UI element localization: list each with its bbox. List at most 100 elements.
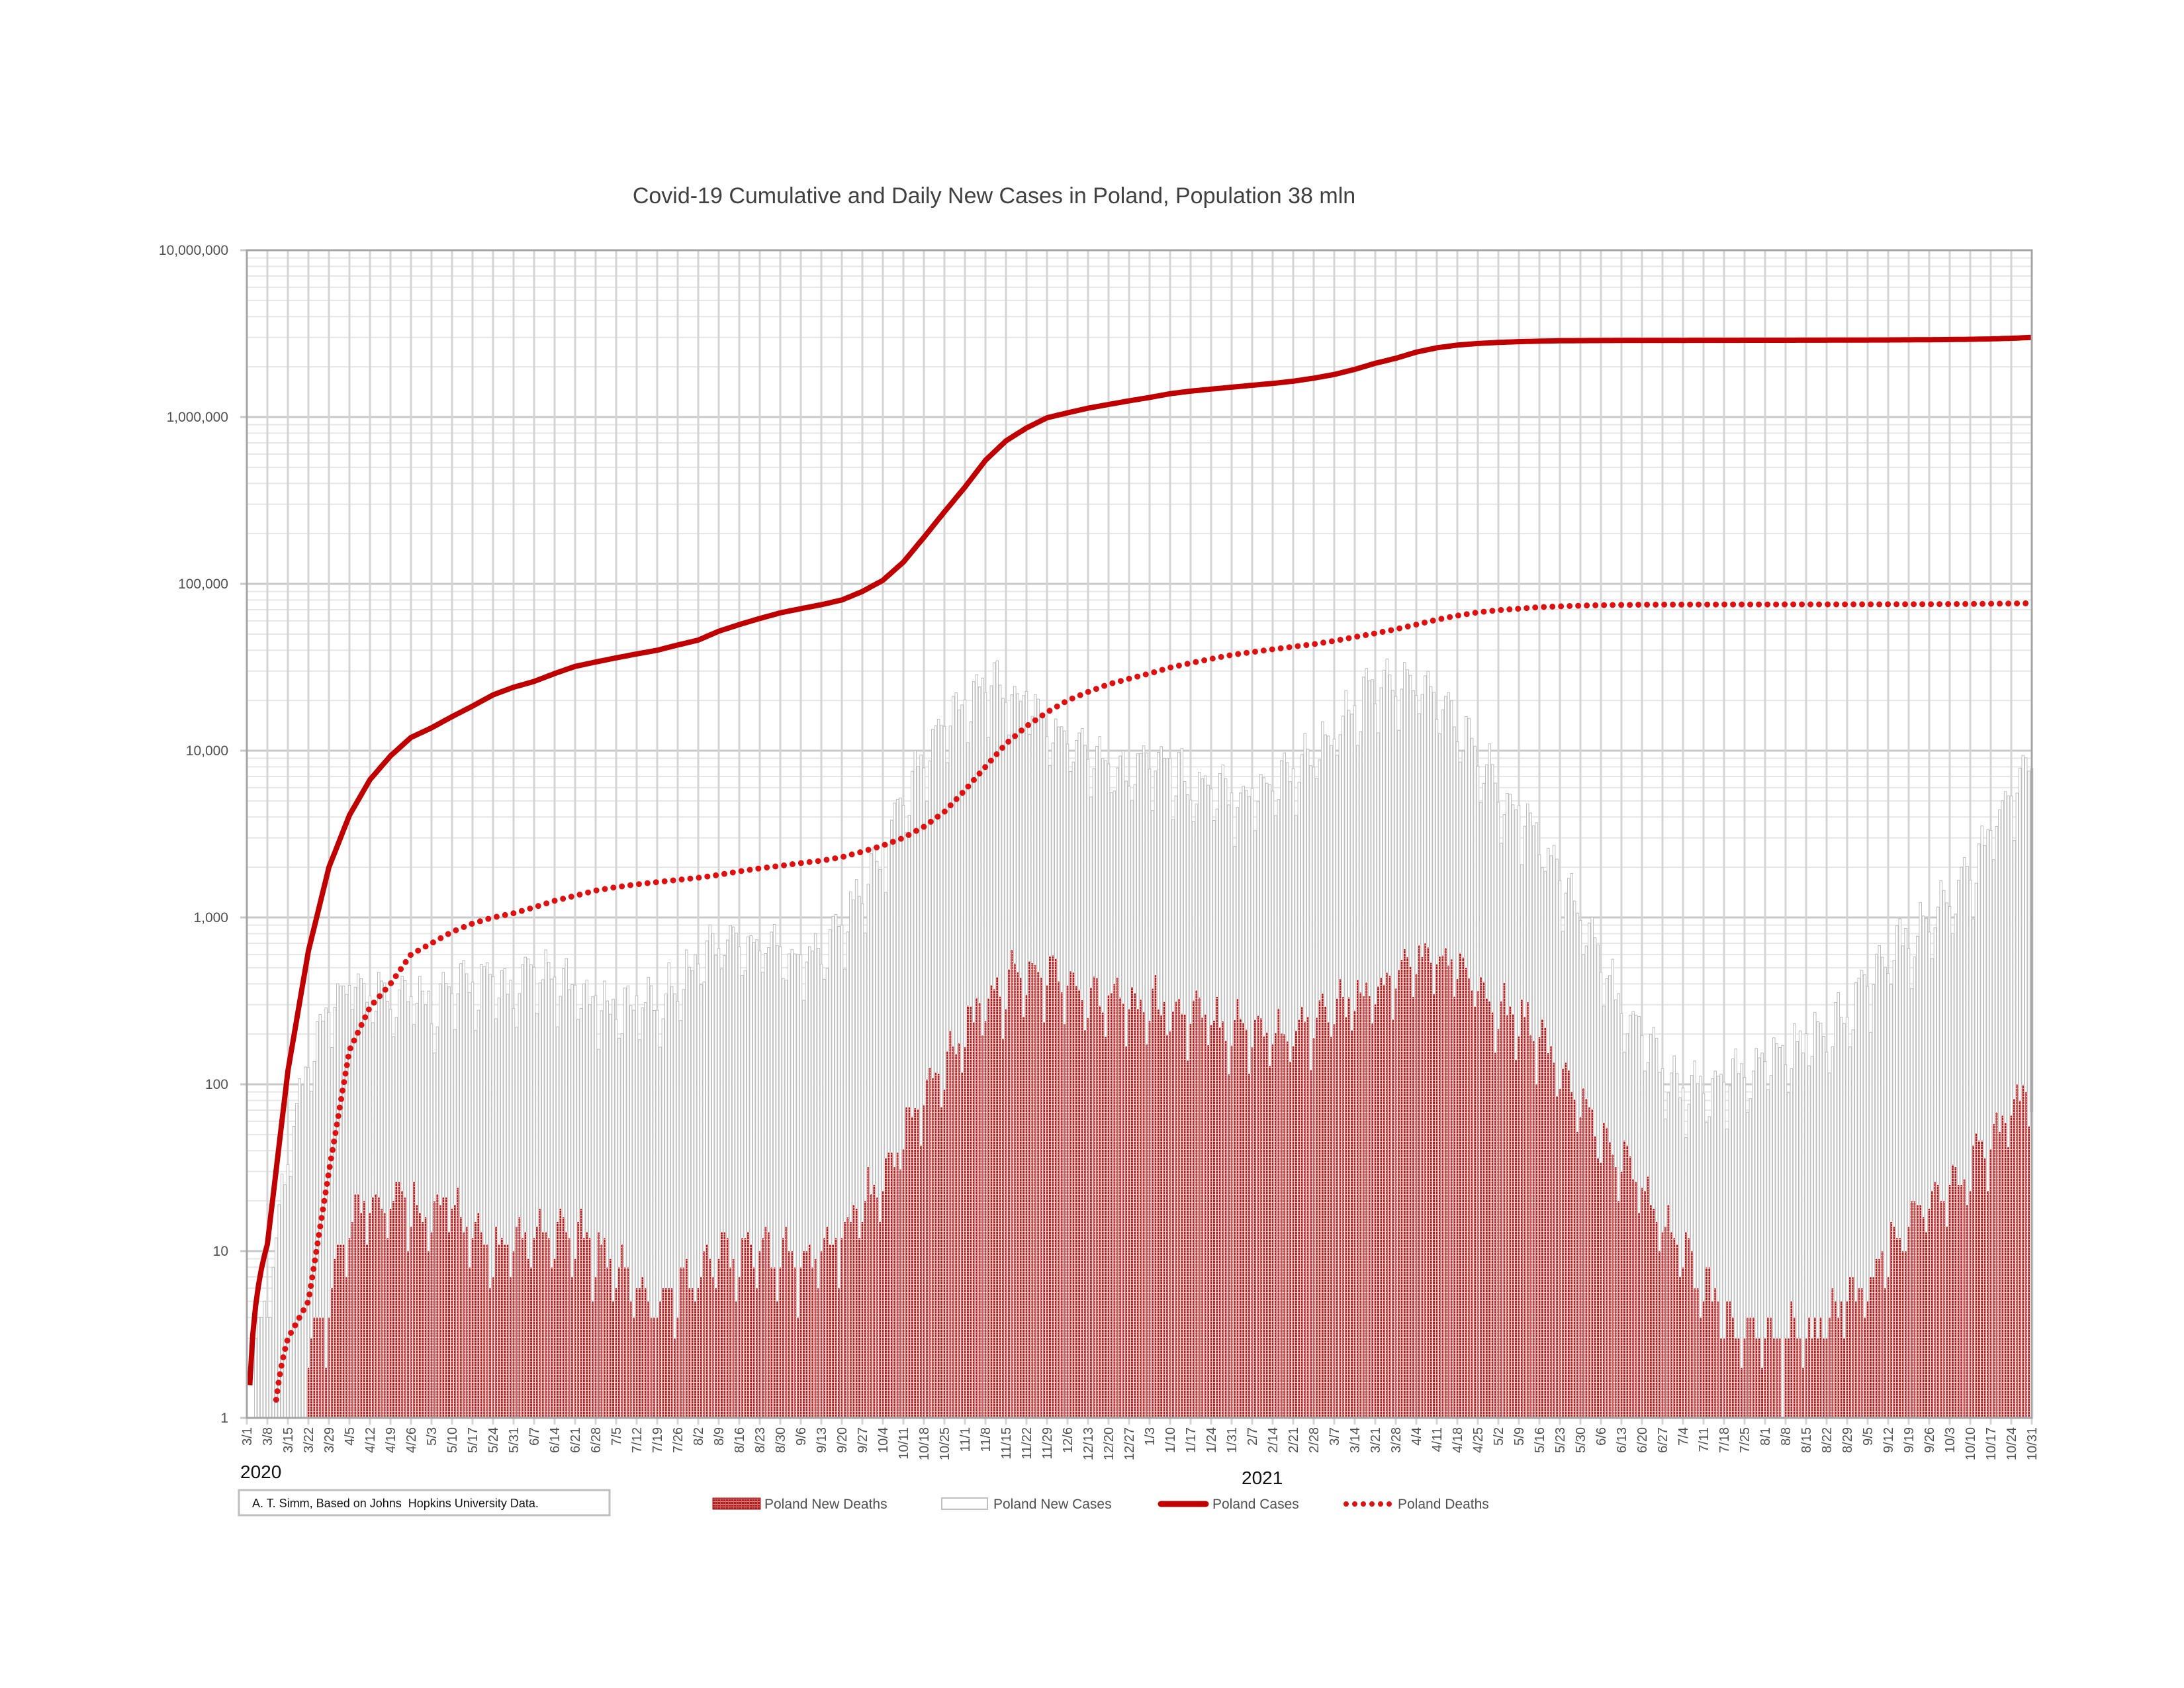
new-deaths-bar xyxy=(1206,1045,1210,1419)
new-deaths-bar xyxy=(1886,1276,1890,1419)
new-deaths-bar xyxy=(890,1152,893,1419)
x-tick-label: 5/3 xyxy=(425,1427,439,1446)
new-deaths-bar xyxy=(1840,1301,1843,1419)
new-deaths-bar xyxy=(1459,953,1462,1419)
new-deaths-bar xyxy=(1922,1217,1925,1419)
new-deaths-bar xyxy=(691,1288,694,1419)
y-tick-label: 10,000 xyxy=(186,743,228,759)
new-deaths-bar xyxy=(1775,1338,1778,1419)
new-deaths-bar xyxy=(700,1276,703,1419)
new-deaths-bar xyxy=(1584,1098,1588,1419)
new-deaths-bar xyxy=(1963,1178,1966,1419)
new-deaths-bar xyxy=(1356,979,1359,1419)
new-deaths-bar xyxy=(1508,1006,1512,1419)
new-deaths-bar xyxy=(421,1221,424,1419)
new-deaths-bar xyxy=(1295,1031,1298,1419)
new-deaths-bar xyxy=(1233,1019,1236,1419)
new-deaths-bar xyxy=(711,1276,715,1419)
new-deaths-bar xyxy=(568,1237,571,1419)
new-deaths-bar xyxy=(1549,1045,1553,1419)
new-deaths-bar xyxy=(459,1217,463,1419)
new-deaths-bar xyxy=(532,1237,536,1419)
new-deaths-bar xyxy=(400,1190,404,1419)
new-deaths-bar xyxy=(1945,1226,1948,1419)
new-deaths-bar xyxy=(1461,957,1465,1419)
new-deaths-bar xyxy=(1274,1033,1277,1419)
new-deaths-bar xyxy=(2009,1115,2013,1419)
new-deaths-bar xyxy=(1687,1237,1690,1419)
x-tick-label: 3/15 xyxy=(281,1427,296,1453)
new-deaths-bar xyxy=(1022,1016,1025,1419)
new-deaths-bar xyxy=(1799,1338,1802,1419)
new-deaths-bar xyxy=(1555,1096,1559,1419)
new-deaths-bar xyxy=(591,1301,594,1419)
new-deaths-bar xyxy=(1377,986,1380,1419)
new-deaths-bar xyxy=(870,1194,873,1419)
new-deaths-bar xyxy=(1286,1041,1289,1419)
new-deaths-bar xyxy=(1075,986,1078,1419)
new-deaths-bar xyxy=(1881,1250,1884,1419)
new-deaths-bar xyxy=(975,998,978,1419)
new-deaths-bar xyxy=(972,1021,976,1419)
new-deaths-bar xyxy=(1318,1000,1321,1419)
new-deaths-bar xyxy=(1418,945,1421,1419)
new-cases-bar xyxy=(259,1317,263,1419)
new-deaths-bar xyxy=(913,1107,917,1419)
new-deaths-bar xyxy=(1177,998,1181,1419)
new-deaths-bar xyxy=(1471,990,1474,1419)
new-deaths-bar xyxy=(310,1338,313,1419)
new-deaths-bar xyxy=(1819,1317,1823,1419)
new-deaths-bar xyxy=(1101,1011,1105,1419)
x-tick-label: 8/9 xyxy=(712,1427,727,1446)
new-deaths-bar xyxy=(1854,1301,1858,1419)
new-cases-bar xyxy=(1781,1045,1784,1419)
y-tick-label: 10,000,000 xyxy=(159,243,228,258)
new-deaths-bar xyxy=(594,1276,598,1419)
new-deaths-bar xyxy=(1640,1187,1644,1419)
new-deaths-bar xyxy=(931,1078,934,1419)
new-deaths-bar xyxy=(351,1221,354,1419)
year-label-2020: 2020 xyxy=(240,1462,281,1482)
new-deaths-bar xyxy=(1435,964,1439,1419)
new-deaths-bar xyxy=(1107,994,1111,1419)
new-deaths-bar xyxy=(1057,980,1060,1419)
new-deaths-bar xyxy=(1024,994,1028,1419)
new-deaths-bar xyxy=(682,1267,685,1419)
new-deaths-bar xyxy=(1095,978,1099,1419)
new-deaths-bar xyxy=(1535,1084,1538,1419)
new-cases-bar xyxy=(269,1317,272,1419)
new-deaths-bar xyxy=(1221,1021,1224,1419)
new-deaths-bar xyxy=(1746,1317,1749,1419)
new-deaths-bar xyxy=(2019,1100,2022,1419)
new-deaths-bar xyxy=(439,1204,442,1419)
new-deaths-bar xyxy=(1998,1131,2001,1419)
new-deaths-bar xyxy=(1092,976,1095,1419)
new-deaths-bar xyxy=(1966,1204,1969,1419)
new-deaths-bar xyxy=(1649,1204,1653,1419)
x-tick-label: 6/21 xyxy=(569,1427,583,1453)
new-deaths-bar xyxy=(1365,982,1368,1419)
new-deaths-bar xyxy=(1532,1041,1535,1419)
new-deaths-bar xyxy=(1713,1288,1717,1419)
new-deaths-bar xyxy=(1291,1045,1295,1419)
new-cases-bar xyxy=(324,1008,328,1419)
new-deaths-bar xyxy=(814,1258,817,1419)
new-deaths-bar xyxy=(1787,1338,1790,1419)
new-cases-bar xyxy=(298,1078,301,1419)
new-deaths-bar xyxy=(1300,1006,1304,1419)
new-deaths-bar xyxy=(1766,1317,1770,1419)
new-deaths-bar xyxy=(1655,1221,1659,1419)
new-deaths-bar xyxy=(1192,1000,1195,1419)
new-deaths-bar xyxy=(720,1231,723,1419)
new-deaths-bar xyxy=(1236,998,1239,1419)
new-deaths-bar xyxy=(1204,1013,1207,1419)
new-deaths-bar xyxy=(1388,975,1392,1419)
new-deaths-bar xyxy=(784,1226,788,1419)
new-deaths-bar xyxy=(1813,1317,1817,1419)
new-deaths-bar xyxy=(1892,1226,1895,1419)
new-deaths-bar xyxy=(1195,990,1198,1419)
new-deaths-bar xyxy=(424,1217,428,1419)
new-deaths-bar xyxy=(1447,964,1450,1419)
new-deaths-bar xyxy=(1116,977,1119,1419)
new-deaths-bar xyxy=(357,1194,360,1419)
